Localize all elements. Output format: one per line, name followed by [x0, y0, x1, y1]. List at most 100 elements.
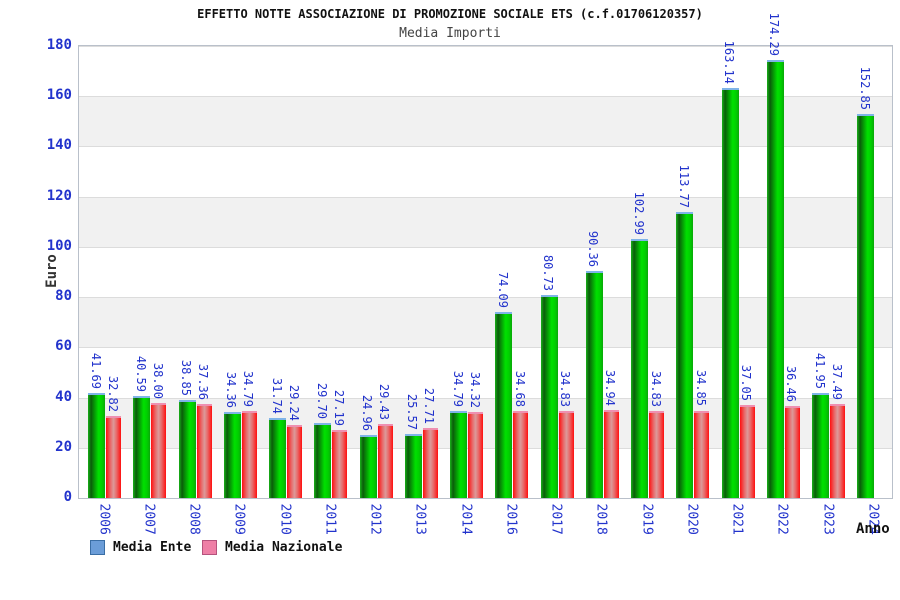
bar-media-ente-2010 [269, 418, 286, 498]
x-tick-label: 2007 [141, 503, 157, 535]
x-tick-label: 2011 [322, 503, 338, 535]
plot-band [79, 96, 892, 147]
gridline [79, 96, 892, 98]
x-tick-label: 2014 [458, 503, 473, 535]
bar-value-label: 34.83 [558, 370, 572, 407]
x-tick-label: 2017 [548, 503, 564, 535]
bar-media-nazionale-2007 [151, 402, 167, 498]
chart-subtitle: Media Importi [399, 26, 501, 41]
bar-value-label: 40.59 [133, 355, 148, 393]
x-tick-label: 2021 [729, 503, 745, 535]
y-tick-label: 180 [46, 37, 72, 53]
bar-value-label: 34.85 [693, 370, 708, 407]
y-tick-label: 0 [63, 489, 72, 505]
bar-value-label: 34.83 [648, 370, 663, 407]
bar-media-nazionale-2023 [830, 403, 845, 498]
bar-value-label: 37.36 [196, 364, 210, 401]
y-tick-label: 80 [55, 288, 72, 305]
legend-swatch-media-ente [90, 540, 105, 555]
plot-area [78, 45, 893, 499]
bar-value-label: 74.09 [495, 271, 510, 308]
gridline [79, 146, 892, 148]
bar-value-label: 37.05 [739, 364, 753, 401]
bar-media-nazionale-2022 [784, 406, 800, 498]
y-tick-label: 100 [46, 237, 72, 254]
bar-media-nazionale-2009 [241, 410, 257, 498]
bar-value-label: 29.24 [286, 384, 301, 421]
bar-media-nazionale-2016 [513, 410, 529, 498]
bar-media-nazionale-2012 [377, 424, 393, 498]
plot-band [79, 397, 892, 448]
bar-media-ente-2022 [766, 60, 784, 498]
bar-value-label: 163.14 [722, 40, 736, 85]
gridline [79, 196, 892, 198]
x-tick-label: 2023 [820, 503, 835, 535]
legend-item-media-ente: Media Ente [90, 540, 191, 555]
bar-value-label: 113.77 [676, 164, 691, 209]
x-tick-label: 2018 [593, 503, 609, 535]
bar-media-ente-2017 [540, 295, 558, 498]
bar-value-label: 102.99 [631, 192, 646, 236]
bar-media-ente-2012 [359, 435, 377, 498]
bar-value-label: 38.85 [179, 360, 193, 397]
legend-label-media-nazionale: Media Nazionale [225, 540, 343, 555]
gridline [79, 397, 892, 399]
bar-value-label: 24.96 [360, 395, 374, 432]
bar-value-label: 29.70 [314, 383, 329, 420]
legend-swatch-media-nazionale [202, 540, 217, 555]
legend-item-media-nazionale: Media Nazionale [202, 540, 342, 555]
bar-value-label: 34.79 [241, 370, 256, 407]
y-tick-label: 60 [55, 338, 72, 355]
chart-title: EFFETTO NOTTE ASSOCIAZIONE DI PROMOZIONE… [197, 7, 703, 21]
bar-media-nazionale-2019 [649, 410, 664, 498]
bar-value-label: 90.36 [586, 230, 601, 268]
y-tick-label: 160 [46, 87, 72, 104]
bar-media-ente-2023 [812, 392, 829, 498]
bar-media-ente-2021 [721, 88, 739, 498]
y-tick-label: 140 [46, 137, 72, 154]
bar-value-label: 34.79 [450, 370, 465, 407]
gridline [79, 297, 892, 299]
bar-value-label: 34.32 [467, 371, 482, 408]
bar-media-nazionale-2017 [558, 410, 574, 498]
bar-media-nazionale-2018 [603, 410, 619, 498]
x-axis-label: Anno [856, 521, 890, 537]
x-tick-label: 2010 [277, 503, 292, 535]
bar-value-label: 174.29 [767, 12, 782, 57]
bar-value-label: 34.36 [224, 371, 239, 408]
y-tick-label: 120 [46, 187, 72, 204]
bar-value-label: 152.85 [857, 66, 872, 111]
y-tick-label: 40 [55, 388, 72, 405]
bar-media-nazionale-2006 [106, 415, 121, 498]
bar-media-ente-2009 [223, 411, 241, 498]
bar-value-label: 27.19 [331, 389, 346, 426]
bar-media-nazionale-2011 [332, 429, 348, 498]
y-tick-label: 20 [55, 438, 72, 455]
bar-value-label: 36.46 [784, 366, 799, 403]
bar-media-ente-2016 [495, 311, 513, 498]
bar-media-nazionale-2008 [196, 404, 212, 498]
x-tick-label: 2009 [231, 503, 247, 535]
bar-value-label: 34.94 [603, 370, 618, 407]
bar-value-label: 29.43 [377, 383, 391, 421]
bar-media-ente-2006 [88, 393, 105, 498]
bar-media-ente-2011 [314, 423, 332, 498]
plot-band [79, 297, 892, 348]
x-tick-label: 2020 [684, 503, 700, 535]
bar-media-nazionale-2010 [287, 424, 302, 498]
bar-value-label: 38.00 [150, 362, 165, 399]
x-tick-label: 2022 [774, 503, 790, 535]
gridline [79, 46, 892, 47]
bar-value-label: 37.49 [829, 363, 844, 400]
x-tick-label: 2008 [186, 503, 202, 535]
gridline [79, 447, 892, 449]
bar-value-label: 31.74 [269, 378, 284, 415]
bar-value-label: 27.71 [422, 388, 437, 425]
bar-value-label: 41.95 [812, 352, 827, 389]
bar-media-nazionale-2021 [739, 404, 755, 498]
bar-media-nazionale-2013 [422, 428, 438, 498]
legend-label-media-ente: Media Ente [113, 540, 192, 555]
x-tick-label: 2019 [639, 503, 654, 535]
x-tick-label: 2016 [503, 503, 519, 535]
